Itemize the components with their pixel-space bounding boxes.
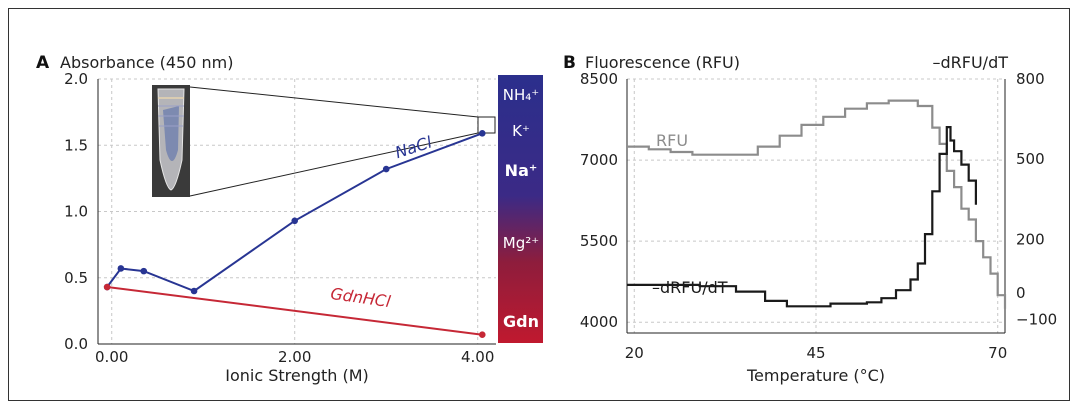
zoom-box	[477, 116, 496, 134]
panel-b-y2-tick-label: 800	[1016, 70, 1045, 88]
panel-b-series-line-0	[627, 99, 1007, 309]
colorbar-label-1: K⁺	[512, 122, 530, 140]
panel-b-y-tick-label: 8500	[580, 70, 618, 88]
panel-b-x-tick-label: 20	[625, 344, 644, 362]
panel-a-y-tick-label: 1.0	[64, 203, 88, 221]
panel-a-y-tick-label: 0.5	[64, 269, 88, 287]
data-point-0-3	[190, 287, 198, 295]
panel-b-grid	[627, 78, 1005, 333]
panel-b-x-tick-label: 70	[988, 344, 1007, 362]
colorbar-label-2: Na⁺	[505, 161, 538, 180]
data-point-0-1	[117, 265, 125, 272]
panel-b-y-tick-label: 7000	[580, 151, 618, 169]
annotation-drfu: –dRFU/dT	[652, 278, 728, 297]
panel-a-label: A	[36, 53, 50, 73]
panel-b-y2-label: –dRFU/dT	[932, 53, 1008, 72]
zoom-line-top	[189, 86, 479, 118]
panel-b-x-label: Temperature (°C)	[746, 366, 885, 385]
panel-b-y2-tick-label: 200	[1016, 230, 1045, 248]
panel-a: A Absorbance (450 nm) Ionic Strength (M)…	[36, 53, 543, 385]
figure-frame	[8, 8, 1070, 401]
series-label-gdnhcl: GdnHCl	[329, 284, 392, 311]
colorbar-label-3: Mg²⁺	[503, 234, 539, 252]
ion-colorbar	[498, 75, 543, 343]
panel-b-series	[627, 99, 1007, 309]
panel-a-x-tick-label: 0.00	[95, 348, 128, 366]
data-point-0-2	[140, 267, 148, 275]
colorbar-label-0: NH₄⁺	[503, 86, 539, 104]
series-label-nacl: NaCl	[393, 132, 435, 162]
panel-a-y-tick-label: 2.0	[64, 70, 88, 88]
panel-b-y2-tick-label: 0	[1016, 284, 1026, 302]
panel-a-y-tick-label: 0.0	[64, 335, 88, 353]
series-line-1	[106, 286, 483, 336]
panel-b: B Fluorescence (RFU) –dRFU/dT Temperatur…	[563, 53, 1057, 385]
data-point-1-1	[478, 331, 486, 339]
zoom-line-bottom	[189, 132, 479, 197]
panel-b-y2-tick-label: −100	[1016, 311, 1057, 329]
panel-b-label: B	[563, 53, 576, 73]
panel-b-y-tick-label: 5500	[580, 232, 618, 250]
colorbar-label-4: Gdn	[503, 312, 539, 331]
data-point-0-4	[291, 217, 299, 225]
panel-b-ticks: 4000 5500 7000 8500 20 45 70 −100 0 200 500 800	[580, 70, 1057, 362]
annotation-rfu: RFU	[656, 131, 688, 150]
data-point-0-6	[478, 130, 486, 137]
panel-a-series	[103, 130, 486, 339]
panel-b-y-tick-label: 4000	[580, 313, 618, 331]
panel-a-x-label: Ionic Strength (M)	[225, 366, 369, 385]
data-point-1-0	[103, 283, 111, 291]
colorbar-labels: NH₄⁺ K⁺ Na⁺ Mg²⁺ Gdn	[503, 86, 539, 331]
tube-inset-image	[152, 85, 190, 197]
panel-a-y-tick-label: 1.5	[64, 136, 88, 154]
panel-b-y2-tick-label: 500	[1016, 150, 1045, 168]
panel-b-series-line-1	[627, 126, 977, 308]
data-point-0-5	[382, 165, 390, 173]
panel-a-y-label: Absorbance (450 nm)	[60, 53, 233, 72]
panel-a-x-tick-label: 2.00	[278, 348, 311, 366]
panel-b-y-label: Fluorescence (RFU)	[585, 53, 740, 72]
panel-b-x-tick-label: 45	[806, 344, 825, 362]
panel-a-x-tick-label: 4.00	[461, 348, 494, 366]
panel-a-ticks: 0.0 0.5 1.0 1.5 2.0 0.00 2.00 4.00	[64, 70, 494, 366]
